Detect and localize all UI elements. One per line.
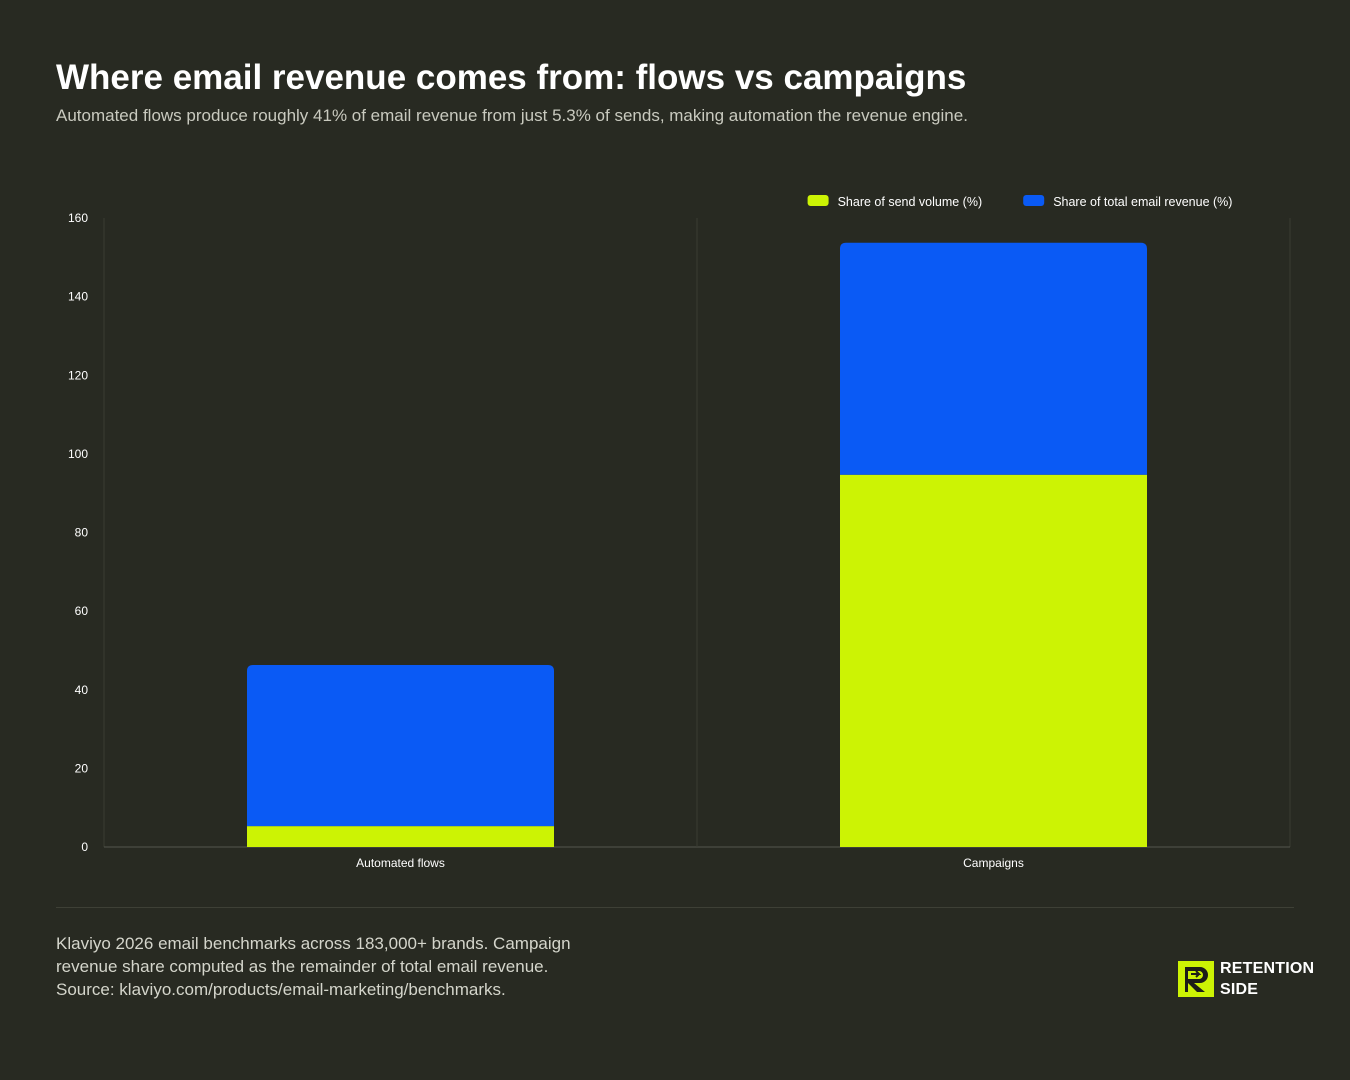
retention-side-logo: RETENTION SIDE (1178, 958, 1314, 1000)
y-tick-label: 140 (68, 290, 88, 304)
chart-subtitle: Automated flows produce roughly 41% of e… (56, 106, 968, 125)
y-tick-label: 80 (75, 526, 89, 540)
legend-swatch-send-volume (807, 195, 829, 206)
x-tick-label: Automated flows (356, 856, 445, 870)
retention-side-logo-icon (1178, 961, 1214, 997)
y-tick-label: 120 (68, 368, 88, 382)
bar-segment-send-volume (840, 474, 1147, 847)
chart-title: Where email revenue comes from: flows vs… (56, 58, 967, 97)
bar-segment-send-volume (247, 826, 554, 847)
stacked-bar-chart: 0 20 40 60 80 100 120 140 160 Automated flows Camp… (68, 195, 1291, 870)
y-tick-label: 20 (75, 761, 89, 775)
y-tick-label: 0 (81, 840, 88, 854)
bar-segment-revenue (840, 242, 1147, 475)
legend-swatch-revenue (1023, 195, 1045, 206)
y-tick-label: 160 (68, 211, 88, 225)
footer-divider (56, 907, 1294, 908)
legend-label: Share of total email revenue (%) (1053, 195, 1232, 209)
y-tick-label: 40 (75, 683, 89, 697)
source-footnote: Klaviyo 2026 email benchmarks across 183… (56, 934, 571, 999)
legend-label: Share of send volume (%) (838, 195, 983, 209)
bar-segment-revenue (247, 664, 554, 827)
y-tick-label: 100 (68, 447, 88, 461)
logo-line-2: SIDE (1220, 981, 1259, 998)
logo-wordmark: RETENTION SIDE (1220, 958, 1314, 1000)
y-tick-label: 60 (75, 604, 89, 618)
x-tick-label: Campaigns (963, 856, 1024, 870)
logo-line-1: RETENTION (1220, 960, 1315, 977)
